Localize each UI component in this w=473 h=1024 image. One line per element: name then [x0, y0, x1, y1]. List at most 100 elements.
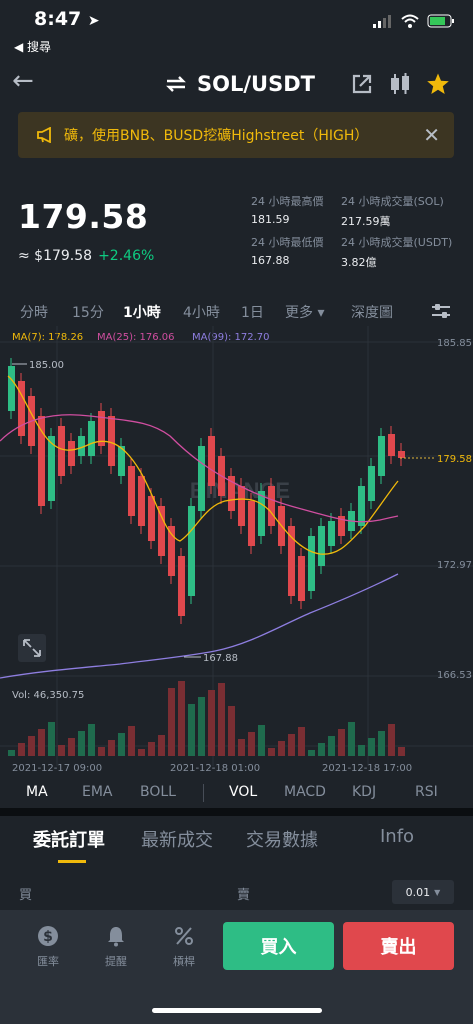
tab-timeshare[interactable]: 分時 — [20, 305, 48, 321]
price-axis-top: 185.85 — [437, 338, 472, 349]
ind-ema[interactable]: EMA — [82, 784, 113, 800]
time-label-2: 2021-12-18 01:00 — [170, 763, 260, 774]
section-divider — [0, 808, 473, 816]
candle — [118, 446, 125, 476]
percent-icon — [175, 927, 193, 945]
kline-chart[interactable]: BINANCE 185.85 179.58 172.97 166.53 185.… — [0, 326, 473, 774]
ind-macd[interactable]: MACD — [284, 784, 326, 800]
price-change: +2.46% — [98, 248, 155, 264]
orderbook-sell-label: 賣 — [237, 888, 251, 903]
price-axis-mid: 172.97 — [437, 560, 472, 571]
volume-bar — [58, 745, 65, 756]
volume-bar — [98, 747, 105, 756]
candle — [48, 436, 55, 501]
volume-bar — [258, 725, 265, 756]
volume-bar — [238, 739, 245, 756]
tab-1h[interactable]: 1小時 — [123, 305, 161, 321]
pair-title[interactable]: SOL/USDT — [165, 72, 315, 96]
tab-recent-trades[interactable]: 最新成交 — [141, 830, 213, 851]
back-arrow-icon[interactable]: ← — [12, 66, 34, 96]
close-icon[interactable]: ✕ — [423, 123, 440, 147]
volume-bar — [8, 750, 15, 756]
ind-ma[interactable]: MA — [26, 784, 48, 800]
price-axis-low: 166.53 — [437, 670, 472, 681]
ma25-legend: MA(25): 176.06 — [97, 332, 175, 343]
volume-bar — [118, 733, 125, 756]
candle — [88, 421, 95, 456]
chart-settings-icon[interactable] — [431, 302, 451, 320]
buy-button[interactable]: 買入 — [223, 922, 334, 970]
svg-text:$: $ — [43, 929, 53, 945]
ma99-legend: MA(99): 172.70 — [192, 332, 270, 343]
volume-bars — [8, 681, 405, 756]
leverage-button[interactable]: 槓桿 — [159, 925, 209, 969]
tab-15m[interactable]: 15分 — [72, 305, 104, 321]
volume-bar — [298, 727, 305, 756]
back-to-search[interactable]: ◀ 搜尋 — [14, 40, 52, 54]
active-tab-underline — [58, 860, 86, 863]
volume-bar — [18, 743, 25, 756]
candle — [378, 436, 385, 476]
tab-1d[interactable]: 1日 — [241, 305, 264, 321]
ind-rsi[interactable]: RSI — [415, 784, 438, 800]
candle — [388, 434, 395, 456]
volume-bar — [398, 747, 405, 756]
tab-depth[interactable]: 深度圖 — [351, 305, 393, 321]
volume-bar — [168, 688, 175, 756]
tab-4h[interactable]: 4小時 — [183, 305, 220, 321]
volume-bar — [338, 729, 345, 756]
volume-bar — [38, 729, 45, 756]
candle-toggle-icon[interactable] — [386, 70, 414, 98]
share-icon[interactable] — [348, 70, 376, 98]
high-marker: 185.00 — [29, 360, 64, 371]
volume-bar — [318, 743, 325, 756]
volume-bar — [198, 697, 205, 756]
candle — [138, 476, 145, 526]
volume-label: Vol: 46,350.75 — [12, 690, 84, 701]
candle — [208, 436, 215, 486]
volume-bar — [108, 740, 115, 756]
banner-text: 礦，使用BNB、BUSD挖礦Highstreet（HIGH） — [64, 128, 369, 144]
volume-bar — [158, 735, 165, 756]
candle — [308, 536, 315, 591]
tab-trade-data[interactable]: 交易數據 — [246, 830, 318, 851]
volume-bar — [208, 690, 215, 756]
volume-bar — [248, 732, 255, 756]
ma7-legend: MA(7): 178.26 — [12, 332, 84, 343]
last-price: 179.58 — [18, 197, 149, 236]
volume-bar — [188, 704, 195, 756]
tab-info[interactable]: Info — [380, 826, 415, 847]
location-icon: ➤ — [87, 13, 100, 29]
candle — [368, 466, 375, 501]
ind-kdj[interactable]: KDJ — [352, 784, 377, 800]
candle — [168, 526, 175, 576]
swap-icon — [166, 76, 186, 92]
candle — [178, 556, 185, 616]
announcement-banner[interactable]: 礦，使用BNB、BUSD挖礦Highstreet（HIGH） ✕ — [18, 112, 454, 158]
volume-bar — [348, 722, 355, 756]
sell-button[interactable]: 賣出 — [343, 922, 454, 970]
candle — [68, 441, 75, 466]
volume-bar — [178, 681, 185, 756]
candle — [228, 476, 235, 511]
stat-high: 24 小時最高價 181.59 — [251, 195, 324, 226]
alerts-button[interactable]: 提醒 — [91, 925, 141, 969]
volume-bar — [128, 726, 135, 756]
megaphone-icon — [37, 127, 51, 143]
indicator-tabs: MA EMA BOLL VOL MACD KDJ RSI — [0, 778, 473, 808]
fullscreen-icon[interactable] — [18, 634, 46, 662]
ind-boll[interactable]: BOLL — [140, 784, 176, 800]
candle — [38, 416, 45, 506]
orderbook-buy-label: 買 — [19, 888, 33, 903]
volume-bar — [228, 706, 235, 756]
status-icons — [373, 14, 455, 28]
ind-vol[interactable]: VOL — [229, 784, 258, 800]
low-marker: 167.88 — [203, 653, 238, 664]
rates-button[interactable]: $ 匯率 — [23, 925, 73, 969]
tab-open-orders[interactable]: 委託訂單 — [33, 830, 105, 851]
volume-bar — [268, 748, 275, 756]
time-label-3: 2021-12-18 17:00 — [322, 763, 412, 774]
tab-more[interactable]: 更多 ▾ — [285, 305, 325, 321]
precision-select[interactable]: 0.01 ▼ — [392, 880, 454, 904]
favorite-star-icon[interactable] — [424, 70, 452, 98]
